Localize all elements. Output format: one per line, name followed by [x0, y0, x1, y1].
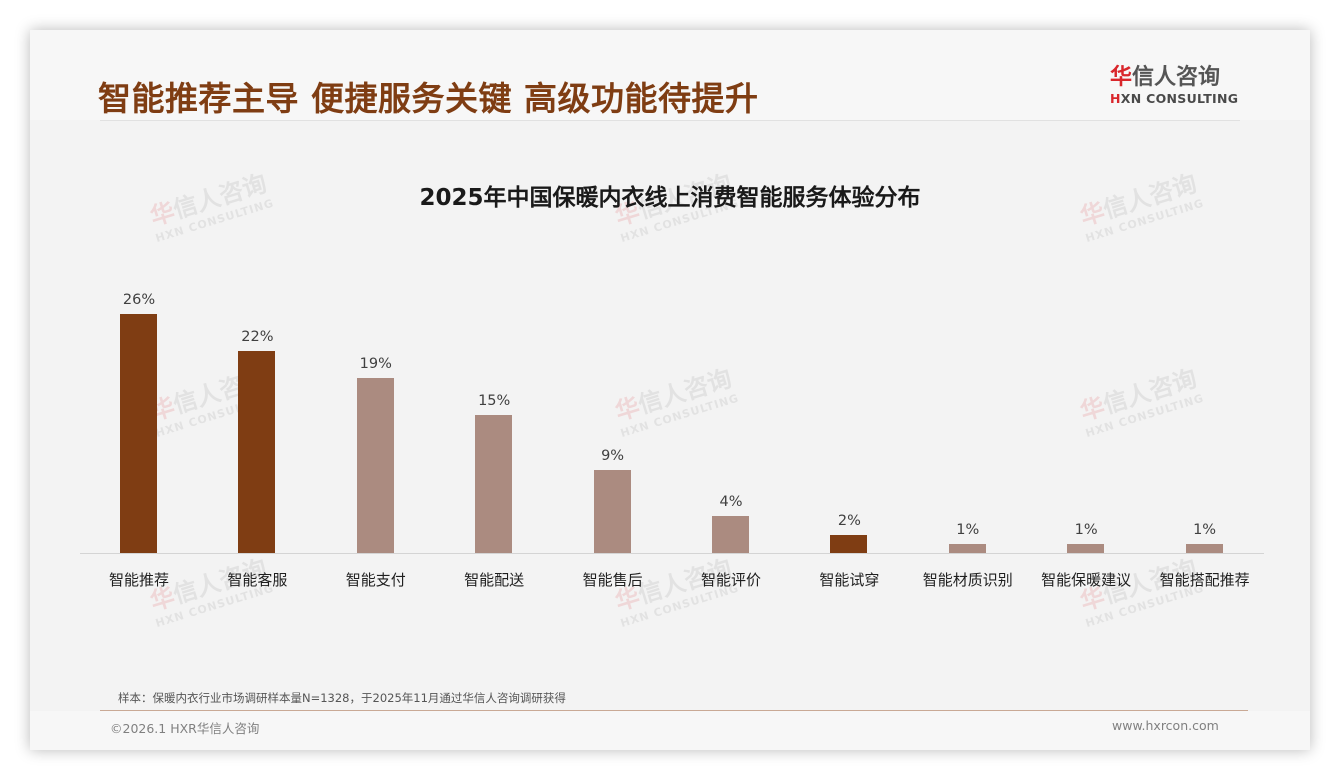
category-label: 智能保暖建议	[1041, 571, 1132, 589]
category-label: 智能材质识别	[922, 571, 1013, 589]
bar-chart-plot: 26% 22% 19% 15% 9% 4% 2% 1% 1% 1%	[80, 210, 1264, 553]
slide-header	[30, 30, 1310, 120]
bar[interactable]	[593, 470, 631, 553]
bar-group: 26%	[80, 210, 198, 553]
category-label: 智能配送	[464, 571, 525, 589]
page-title: 智能推荐主导 便捷服务关键 高级功能待提升	[98, 79, 759, 118]
bar[interactable]	[120, 313, 157, 553]
bar-value-label: 1%	[956, 521, 980, 538]
bar-group: 15%	[435, 210, 553, 553]
bar-group: 2%	[790, 210, 908, 553]
bar-value-label: 9%	[601, 448, 625, 465]
bar[interactable]	[1185, 543, 1223, 553]
header-divider	[100, 120, 1240, 121]
slide-card: 智能推荐主导 便捷服务关键 高级功能待提升 华信人咨询 HXN CONSULTI…	[30, 30, 1310, 750]
logo-text: 信人咨询	[1132, 65, 1221, 90]
logo-mark: 华	[1110, 65, 1133, 90]
logo-english: HXN CONSULTING	[1110, 92, 1245, 106]
bar-group: 9%	[554, 210, 672, 553]
logo-chinese: 华信人咨询	[1110, 65, 1245, 91]
bar[interactable]	[356, 378, 394, 553]
bar-value-label: 1%	[1193, 521, 1217, 538]
bar[interactable]	[1067, 543, 1105, 553]
logo-en-mark: H	[1110, 91, 1121, 106]
category-label: 智能试穿	[819, 571, 880, 589]
footer-band	[30, 711, 1310, 750]
bar[interactable]	[948, 543, 986, 553]
bar-group: 4%	[672, 210, 790, 553]
footer-divider	[100, 710, 1248, 711]
category-label: 智能客服	[227, 571, 288, 589]
sample-note: 样本：保暖内衣行业市场调研样本量N=1328，于2025年11月通过华信人咨询调…	[118, 691, 566, 705]
bar-value-label: 19%	[359, 356, 392, 373]
bar-group: 19%	[317, 210, 435, 553]
category-label: 智能支付	[345, 571, 406, 589]
bar-group: 22%	[198, 210, 316, 553]
category-label: 智能搭配推荐	[1159, 571, 1250, 589]
chart-title: 2025年中国保暖内衣线上消费智能服务体验分布	[419, 185, 921, 211]
category-label: 智能售后	[582, 571, 643, 589]
x-axis-line	[80, 553, 1264, 554]
copyright-text: ©2026.1 HXR华信人咨询	[110, 721, 260, 736]
bar-value-label: 1%	[1074, 521, 1098, 538]
website-link[interactable]: www.hxrcon.com	[1112, 718, 1219, 733]
bar[interactable]	[238, 350, 276, 553]
logo-en-text: XN CONSULTING	[1120, 91, 1239, 106]
bar-group: 1%	[1146, 210, 1264, 553]
category-label: 智能推荐	[108, 571, 169, 589]
bar-value-label: 22%	[241, 328, 274, 345]
bar-value-label: 26%	[122, 291, 156, 308]
bar-group: 1%	[1027, 210, 1145, 553]
bar[interactable]	[712, 516, 749, 553]
bar[interactable]	[475, 415, 513, 553]
company-logo: 华信人咨询 HXN CONSULTING	[1110, 65, 1245, 106]
bar-value-label: 15%	[478, 393, 511, 409]
category-label: 智能评价	[700, 571, 761, 589]
bar[interactable]	[830, 534, 868, 553]
bar-value-label: 2%	[837, 512, 861, 529]
bar-value-label: 4%	[719, 494, 743, 511]
bar-group: 1%	[909, 210, 1027, 553]
